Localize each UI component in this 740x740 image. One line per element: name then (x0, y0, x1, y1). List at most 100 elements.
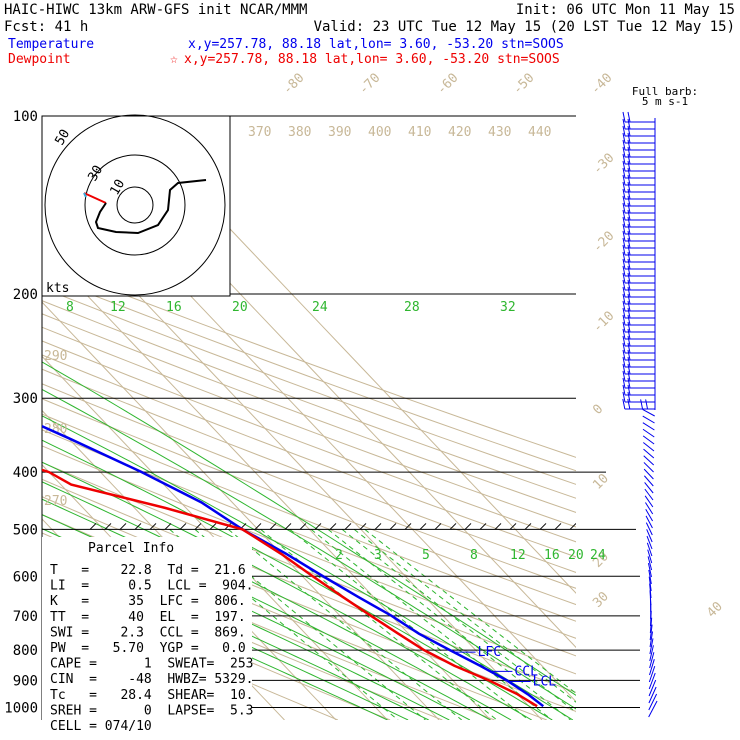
wind-barb (648, 569, 652, 585)
wind-barb (643, 468, 654, 480)
wind-barb (644, 495, 654, 508)
wind-barb-flag (627, 174, 631, 186)
freezing-level-hatch (179, 523, 187, 530)
wind-barb-flag (640, 399, 644, 410)
freezing-level-hatch (539, 523, 547, 530)
hodograph-ring (84, 154, 186, 256)
wind-barb (642, 435, 655, 445)
dry-adiabat-line (42, 287, 576, 485)
potential-temperature-label: 380 (288, 125, 311, 140)
wind-barb-flag (627, 237, 631, 249)
wind-barb-flag (627, 125, 631, 137)
dry-adiabat-line (42, 368, 576, 573)
freezing-level-hatch (314, 523, 322, 530)
potential-temperature-label: 390 (328, 125, 351, 140)
temperature-profile-line (42, 424, 545, 708)
level-marker-label: LFC (478, 645, 501, 660)
wind-barb-flag (627, 209, 631, 221)
freezing-level-hatch (209, 523, 217, 530)
parcel-info-row: LI = 0.5 LCL = 904. (50, 579, 254, 594)
wind-barb (649, 610, 652, 627)
isotherm-label: -30 (590, 151, 617, 178)
wind-barb-flag (627, 398, 631, 410)
mixing-ratio-label: 8 (470, 548, 478, 563)
wind-barb-flag (622, 279, 626, 291)
wind-barb (648, 693, 658, 711)
freezing-level-hatch (149, 523, 157, 530)
header-forecast: Fcst: 41 h (4, 19, 88, 35)
wind-barb-flag (627, 321, 631, 333)
freezing-level-hatch (554, 523, 562, 530)
wind-barb-flag (622, 167, 626, 179)
dry-adiabat-line (42, 300, 576, 499)
pressure-tick-label: 700 (13, 609, 38, 625)
freezing-level-hatch (389, 523, 397, 530)
wind-barb-flag (622, 377, 626, 389)
freezing-level-hatch (464, 523, 472, 530)
wind-barb-flag (627, 377, 631, 389)
freezing-level-hatch (585, 523, 591, 529)
freezing-level-hatch (404, 523, 412, 530)
wind-barb (648, 700, 658, 718)
mixing-ratio-line (228, 529, 463, 720)
wind-barb-flag (645, 399, 649, 410)
parcel-info-row: T = 22.8 Td = 21.6 (50, 563, 246, 578)
wind-barb (648, 672, 656, 690)
mixing-ratio-label: 12 (510, 548, 526, 563)
dry-adiabat-line (42, 383, 576, 589)
pressure-tick-label: 600 (13, 569, 38, 585)
pressure-tick-label: 400 (13, 465, 38, 481)
freezing-level-hatch (344, 523, 352, 530)
isotherm-label: 40 (704, 599, 726, 621)
wind-barb-flag (622, 195, 626, 207)
dry-adiabat-line (42, 413, 576, 622)
wind-barb-flag (622, 188, 626, 200)
freezing-level-hatch (509, 523, 517, 530)
hodograph-trace-low (83, 192, 107, 204)
mixing-ratio-line (364, 529, 576, 694)
mixing-ratio-label: 24 (312, 300, 328, 315)
wind-barb-flag (627, 314, 631, 326)
isotherm-line (122, 116, 576, 594)
freezing-level-hatch (419, 523, 427, 530)
wind-barb (648, 665, 656, 683)
temperature-legend-label: Temperature (8, 37, 94, 52)
wind-barb (642, 415, 655, 424)
wind-barb-flag (627, 153, 631, 165)
wind-barb (645, 502, 654, 515)
wind-barb-flag (627, 286, 631, 298)
potential-temperature-label: 400 (368, 125, 391, 140)
wind-barb-flag (622, 139, 626, 151)
wind-barb-flag (622, 314, 626, 326)
wind-barb-flag (627, 293, 631, 305)
wind-barb-flag (622, 272, 626, 284)
dry-adiabat-line (42, 262, 576, 458)
dry-adiabat-line (42, 354, 576, 558)
mixing-ratio-label: 32 (500, 300, 516, 315)
isotherm-line (42, 138, 576, 703)
wind-barb-flag (627, 251, 631, 263)
wind-barb (647, 549, 653, 564)
potential-temperature-label: 440 (528, 125, 551, 140)
wind-barb-flag (622, 244, 626, 256)
wind-barb-flag (627, 391, 631, 403)
pressure-tick-label: 200 (13, 287, 38, 303)
parcel-info-row: CAPE = 1 SWEAT= 253 (50, 657, 254, 672)
wind-barb-flag (622, 223, 626, 235)
hodograph-units: kts (46, 281, 69, 296)
wind-barb-flag (622, 391, 626, 403)
potential-temperature-label: 420 (448, 125, 471, 140)
isotherm-label: -50 (510, 71, 537, 98)
wind-barb-flag (627, 342, 631, 354)
wind-barb (643, 475, 654, 487)
wind-barb-flag (627, 216, 631, 228)
wind-barb (642, 408, 655, 417)
isotherm-label: -70 (356, 71, 383, 98)
wind-barb (646, 535, 653, 550)
pressure-tick-label: 500 (13, 522, 38, 538)
wind-barb (644, 488, 654, 501)
freezing-level-hatch (104, 523, 112, 530)
wind-barb-flag (622, 370, 626, 382)
wind-barb-flag (622, 342, 626, 354)
